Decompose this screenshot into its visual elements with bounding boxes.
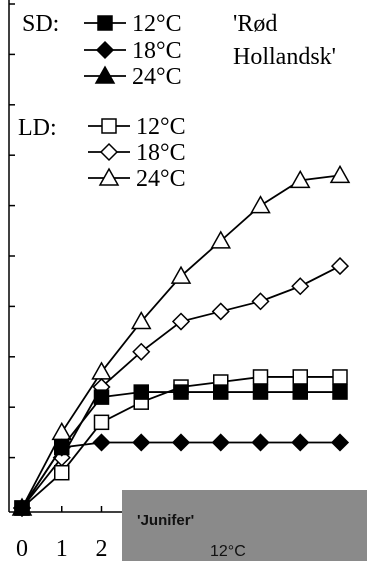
data-point [93,414,110,431]
legend-entry: 24°C [88,166,186,192]
data-point [210,230,232,249]
data-point [52,438,71,457]
data-point [292,369,308,385]
data-point [130,310,152,330]
data-point [171,433,191,452]
y-axis-ticks [9,3,15,459]
data-point [54,464,70,481]
data-point [252,384,269,400]
data-point [170,265,192,284]
legend-group-label-ld: LD: [18,115,57,141]
data-point [12,498,32,518]
legend-entry: 18°C [84,38,182,64]
legend-marker [94,65,116,84]
chart-title-line-2: Hollandsk' [233,44,336,70]
legend-entry: 24°C [84,64,182,90]
legend: SD: LD: 12°C18°C24°C12°C18°C24°C [18,11,186,192]
legend-label: 18°C [132,38,182,64]
inset-title: 'Junifer' [137,512,194,529]
data-point [251,292,270,311]
data-point [213,384,229,400]
data-point [330,257,350,276]
data-point [330,433,350,452]
data-point [132,342,151,361]
data-point [252,369,269,385]
data-point [92,433,111,452]
x-tick-label: 0 [16,536,28,561]
data-point [250,195,271,214]
legend-entry: 12°C [88,114,186,140]
x-axis-ticks: 0 1 2 [16,506,341,561]
legend-marker [97,15,113,31]
data-point [133,384,149,400]
legend-marker [101,118,117,134]
legend-marker [95,40,115,60]
inset-subtitle: 12°C [210,543,246,560]
legend-label: 24°C [136,166,186,192]
series-layer [11,164,351,518]
data-point [291,433,310,452]
data-point [171,312,191,331]
data-point [51,421,73,441]
x-tick-label: 2 [96,536,108,561]
x-tick-label: 1 [56,536,68,561]
data-point [211,433,230,452]
legend-entry: 18°C [88,140,186,166]
chart-title-line-1: 'Rød [233,11,277,37]
data-point [251,433,270,452]
data-point [289,169,311,189]
legend-entry: 12°C [84,11,182,37]
legend-label: 12°C [132,11,182,37]
data-point [211,302,230,321]
data-point [329,164,351,184]
legend-marker [99,142,119,162]
inset-background [122,490,367,561]
legend-marker [98,167,120,186]
data-point [132,433,151,452]
legend-label: 18°C [136,140,186,166]
legend-label: 12°C [136,114,186,140]
series-sd-18-c [12,433,350,518]
legend-label: 24°C [132,64,182,90]
data-point [93,389,110,405]
legend-group-label-sd: SD: [22,11,59,37]
inset-panel: 'Junifer' 12°C [122,490,367,561]
data-point [332,384,348,400]
data-point [292,384,308,400]
data-point [332,369,348,385]
data-point [291,277,310,296]
legend-entries: 12°C18°C24°C12°C18°C24°C [84,11,186,192]
data-point [173,384,189,400]
